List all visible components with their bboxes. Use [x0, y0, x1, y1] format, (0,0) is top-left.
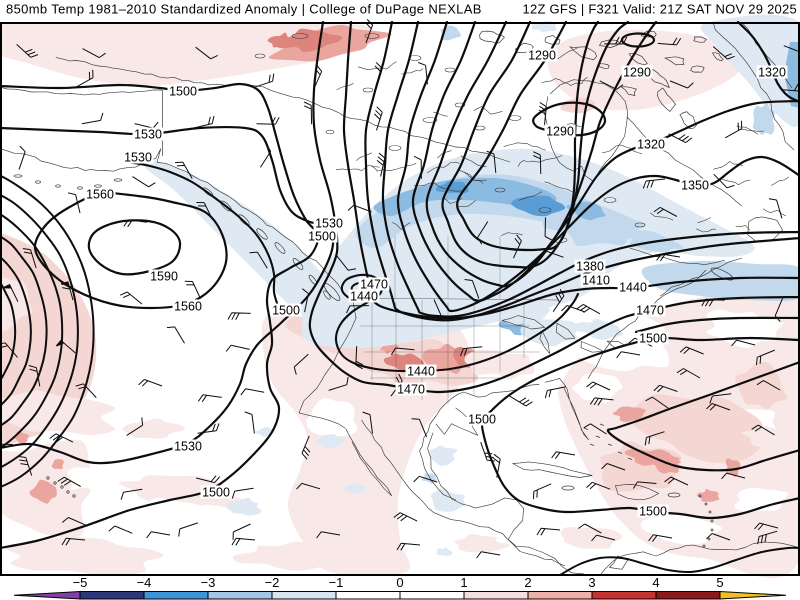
svg-text:1500: 1500	[639, 505, 667, 519]
svg-text:1500: 1500	[468, 413, 496, 427]
svg-text:1320: 1320	[758, 66, 786, 80]
svg-text:1290: 1290	[546, 125, 574, 139]
svg-text:5: 5	[716, 575, 723, 590]
svg-text:−3: −3	[201, 575, 216, 590]
svg-text:1470: 1470	[360, 278, 388, 292]
svg-text:1350: 1350	[681, 179, 709, 193]
svg-text:1530: 1530	[174, 440, 202, 454]
svg-text:1530: 1530	[315, 217, 343, 231]
svg-text:1470: 1470	[636, 304, 664, 318]
svg-text:1320: 1320	[637, 138, 665, 152]
svg-text:12Z GFS | F321 Valid: 21Z SAT: 12Z GFS | F321 Valid: 21Z SAT NOV 29 202…	[523, 2, 797, 17]
svg-text:1290: 1290	[623, 66, 651, 80]
svg-text:0: 0	[396, 575, 403, 590]
svg-text:2: 2	[524, 575, 531, 590]
svg-text:−1: −1	[329, 575, 344, 590]
svg-text:3: 3	[588, 575, 595, 590]
svg-text:850mb Temp 1981–2010 Standardi: 850mb Temp 1981–2010 Standardized Anomal…	[6, 2, 482, 17]
svg-text:1500: 1500	[639, 332, 667, 346]
svg-text:1500: 1500	[308, 230, 336, 244]
svg-text:1560: 1560	[174, 300, 202, 314]
svg-text:4: 4	[652, 575, 659, 590]
svg-text:1500: 1500	[272, 304, 300, 318]
svg-text:1530: 1530	[124, 151, 152, 165]
svg-text:1: 1	[460, 575, 467, 590]
svg-text:1560: 1560	[86, 188, 114, 202]
svg-text:1440: 1440	[407, 365, 435, 379]
svg-text:1380: 1380	[576, 260, 604, 274]
svg-text:1500: 1500	[202, 486, 230, 500]
svg-text:1500: 1500	[169, 85, 197, 99]
svg-text:1410: 1410	[582, 274, 610, 288]
svg-text:−5: −5	[73, 575, 88, 590]
svg-text:1290: 1290	[528, 49, 556, 63]
svg-text:−2: −2	[265, 575, 280, 590]
svg-text:1440: 1440	[350, 290, 378, 304]
svg-text:1590: 1590	[150, 270, 178, 284]
svg-text:1440: 1440	[619, 281, 647, 295]
svg-text:−4: −4	[137, 575, 152, 590]
svg-text:1530: 1530	[134, 128, 162, 142]
svg-text:1470: 1470	[397, 383, 425, 397]
